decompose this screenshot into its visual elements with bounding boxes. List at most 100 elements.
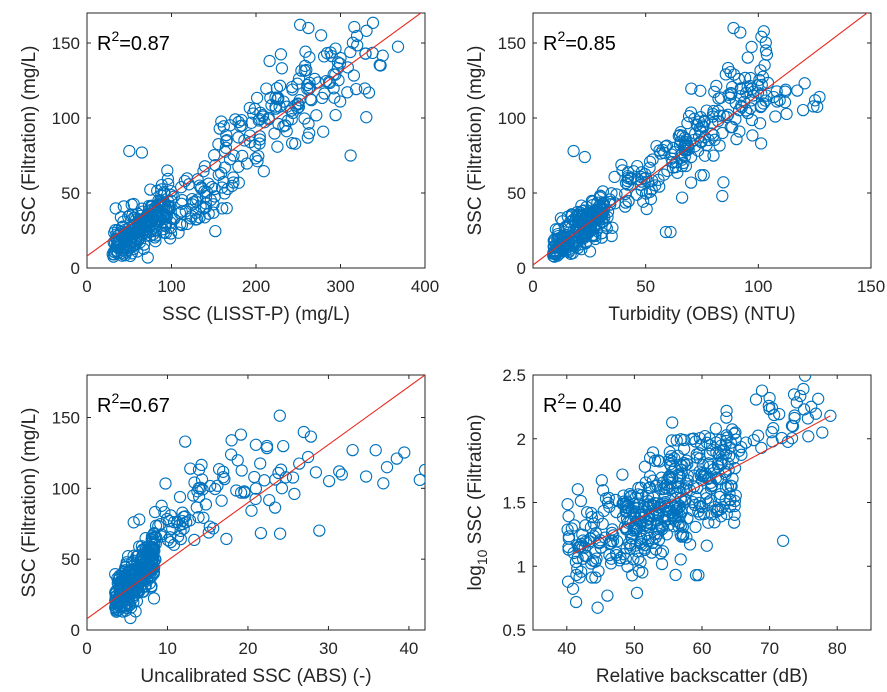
scatter-point — [554, 236, 567, 249]
scatter-point — [265, 99, 278, 112]
scatter-point — [329, 42, 342, 55]
scatter-point — [751, 79, 764, 92]
scatter-point — [304, 93, 317, 106]
scatter-point — [234, 428, 248, 441]
scatter-point — [272, 466, 285, 480]
scatter-point — [785, 432, 799, 445]
scatter-point — [675, 530, 688, 543]
scatter-point — [730, 132, 743, 146]
scatter-point — [728, 508, 741, 521]
scatter-point — [724, 479, 737, 492]
scatter-point — [249, 482, 263, 495]
axes-frame — [532, 12, 872, 269]
r-squared-annotation: R2=0.85 — [543, 28, 616, 55]
scatter-point — [197, 165, 210, 178]
scatter-point — [704, 494, 718, 507]
scatter-point — [773, 93, 786, 107]
scatter-point — [249, 492, 262, 506]
scatter-point — [179, 435, 192, 448]
scatter-point — [270, 82, 284, 95]
scatter-point — [116, 241, 130, 254]
scatter-point — [623, 491, 637, 504]
y-tick-label: 1.5 — [502, 494, 526, 513]
scatter-point — [573, 571, 586, 584]
x-tick-label: 30 — [319, 639, 338, 658]
scatter-point — [360, 111, 373, 124]
scatter-point — [661, 510, 674, 523]
scatter-point — [359, 470, 373, 483]
scatter-point — [597, 504, 610, 518]
scatter-point — [171, 516, 184, 529]
axes-frame — [86, 374, 426, 631]
scatter-point — [359, 47, 372, 60]
scatter-point — [660, 139, 674, 152]
scatter-point — [209, 224, 222, 238]
scatter-point — [755, 441, 768, 455]
scatter-point — [585, 571, 599, 584]
scatter-point — [159, 226, 173, 240]
scatter-point — [681, 139, 694, 152]
scatter-point — [149, 216, 163, 229]
fit-line — [573, 415, 831, 554]
scatter-point — [248, 470, 261, 484]
scatter-point — [192, 511, 205, 524]
x-tick-label: 0 — [82, 277, 91, 296]
x-tick-label: 150 — [857, 277, 885, 296]
scatter-point — [710, 79, 723, 93]
scatter-point — [147, 527, 161, 541]
scatter-point — [285, 136, 299, 150]
scatter-point — [794, 389, 807, 403]
scatter-point — [638, 460, 652, 473]
x-tick-label: 100 — [744, 277, 772, 296]
scatter-point — [254, 526, 268, 540]
scatter-point — [670, 434, 683, 447]
scatter-point — [257, 165, 270, 178]
scatter-point — [122, 210, 135, 223]
scatter-point — [643, 451, 657, 464]
scatter-point — [638, 501, 651, 514]
scatter-point — [300, 63, 313, 77]
scatter-point — [109, 202, 122, 215]
scatter-point — [291, 77, 304, 90]
scatter-point — [619, 552, 632, 565]
scatter-point — [686, 504, 699, 517]
scatter-point — [578, 150, 591, 164]
y-tick-label: 100 — [52, 109, 80, 128]
scatter-point — [711, 504, 724, 517]
scatter-point — [149, 537, 162, 551]
y-tick-label: 0 — [517, 259, 526, 278]
scatter-point — [176, 514, 189, 528]
scatter-point — [213, 122, 226, 135]
x-axis-label: Relative backscatter (dB) — [596, 666, 808, 687]
y-tick-label: 2 — [517, 430, 526, 449]
scatter-point — [156, 223, 170, 236]
scatter-point — [620, 542, 633, 555]
scatter-point — [694, 111, 707, 124]
scatter-point — [188, 476, 201, 489]
scatter-point — [638, 542, 651, 555]
scatter-point — [190, 213, 204, 226]
scatter-point — [155, 499, 168, 512]
scatter-point — [757, 97, 770, 110]
scatter-point — [328, 91, 341, 104]
scatter-point — [293, 94, 306, 107]
scatter-point — [288, 487, 301, 501]
scatter-point — [344, 149, 357, 162]
scatter-point — [562, 245, 576, 259]
y-tick-label: 50 — [61, 550, 80, 569]
r-squared-annotation: R2=0.67 — [97, 390, 170, 417]
scatter-point — [167, 515, 181, 529]
scatter-point — [657, 168, 671, 181]
scatter-point — [656, 545, 670, 558]
scatter-point — [708, 85, 721, 99]
scatter-point — [720, 411, 733, 424]
scatter-point — [252, 149, 265, 163]
scatter-point — [776, 534, 790, 547]
scatter-point — [566, 582, 580, 595]
scatter-point — [575, 199, 588, 212]
scatter-point — [654, 501, 667, 514]
scatter-point — [155, 183, 168, 196]
x-tick-label: 200 — [242, 277, 270, 296]
scatter-point — [202, 526, 215, 539]
scatter-point — [123, 232, 136, 245]
